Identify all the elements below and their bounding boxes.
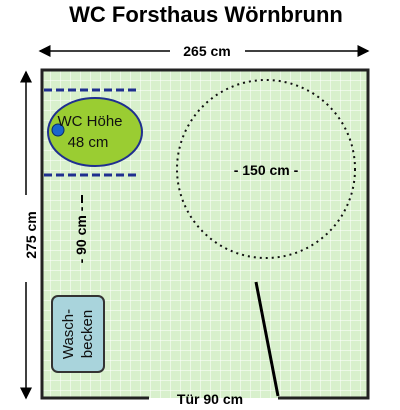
diagram-title: WC Forsthaus Wörnbrunn <box>69 2 343 27</box>
door-leaf <box>254 281 280 397</box>
width-dimension-label: 265 cm <box>183 43 230 59</box>
room-walls <box>40 68 370 400</box>
depth-dimension-label: 275 cm <box>23 211 39 258</box>
sink-label-line2: becken <box>79 310 96 358</box>
toilet-label-line2: 48 cm <box>68 134 109 151</box>
sink-label-line1: Wasch- <box>60 309 77 359</box>
toilet <box>47 97 143 167</box>
turning-circle-label: - 150 cm - <box>234 162 299 178</box>
sink <box>51 295 105 373</box>
toilet-label-line1: WC Höhe <box>57 113 122 130</box>
clearance-label: - 90 cm - <box>73 206 89 263</box>
toilet-dot-icon <box>51 123 65 137</box>
door-label: Tür 90 cm <box>177 391 243 407</box>
turning-circle <box>176 79 356 259</box>
